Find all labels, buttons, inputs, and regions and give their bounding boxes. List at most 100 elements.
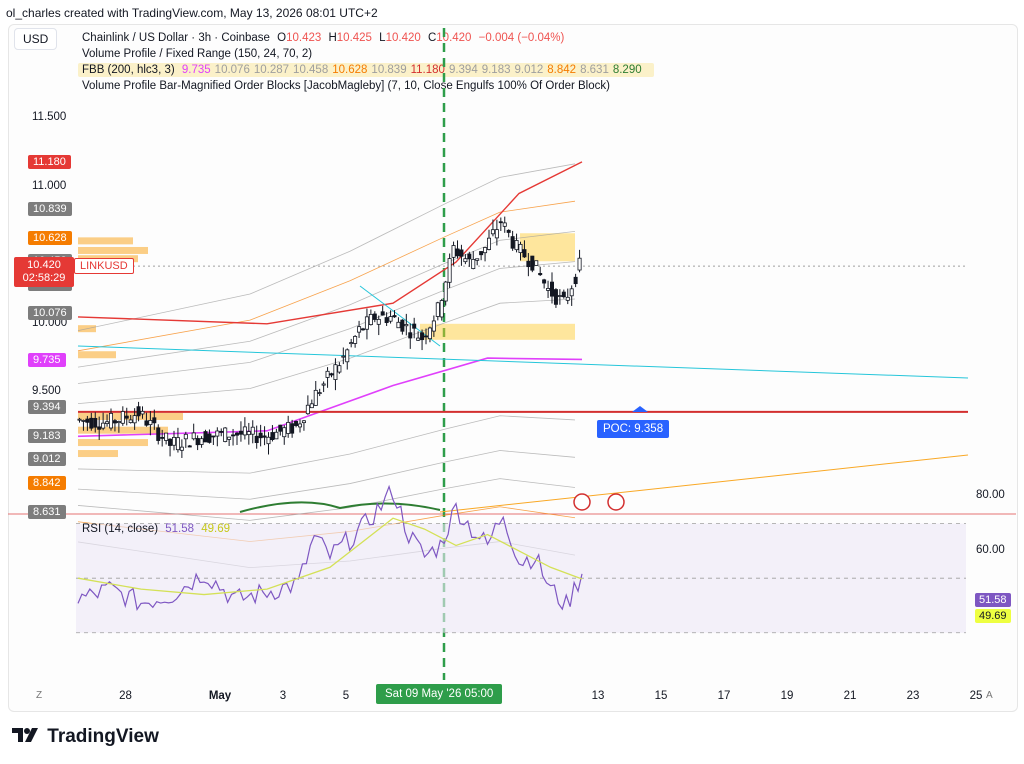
candle-body — [266, 436, 271, 445]
candle-body — [498, 221, 503, 224]
low-label: L — [379, 32, 386, 44]
fbb-level-label: 9.183 — [28, 428, 66, 443]
candle-body — [357, 326, 362, 333]
candle-body — [463, 258, 468, 263]
candle-body — [490, 229, 495, 235]
candle-body — [439, 300, 444, 318]
time-axis-label: 3 — [279, 690, 287, 702]
current-price-value: 10.420 — [27, 259, 61, 271]
order-block-zone — [520, 233, 575, 262]
candle-body — [120, 411, 125, 424]
candle-body — [337, 365, 342, 373]
poc-label: POC: 9.358 — [597, 420, 670, 438]
currency-button[interactable]: USD — [14, 28, 58, 50]
candle-body — [333, 364, 338, 380]
rsi-legend[interactable]: RSI (14, close) 51.58 49.69 — [82, 523, 234, 535]
candle-body — [325, 370, 330, 378]
candle-body — [404, 324, 409, 327]
candle-body — [238, 430, 243, 435]
tradingview-logo-text: TradingView — [47, 726, 159, 747]
candle-body — [105, 421, 110, 424]
rsi-ma-value-tag: 49.69 — [975, 609, 1011, 623]
legend-ohlc-row: Chainlink / US Dollar · 3h · Coinbase O1… — [82, 32, 568, 44]
fbb-value: 9.012 — [514, 64, 544, 76]
candle-body — [250, 426, 255, 435]
candle-body — [85, 418, 90, 423]
zoom-reset-button[interactable]: Z — [36, 690, 43, 701]
candle-body — [396, 321, 401, 329]
candle-body — [171, 436, 176, 446]
low-value: 10.420 — [385, 32, 421, 44]
volume-profile-legend[interactable]: Volume Profile / Fixed Range (150, 24, 7… — [82, 48, 313, 60]
time-axis-label: 5 — [342, 690, 350, 702]
fbb-title: FBB (200, hlc3, 3) — [82, 64, 175, 76]
candle-body — [124, 415, 129, 419]
candle-body — [447, 258, 452, 283]
candle-body — [514, 240, 519, 251]
candle-body — [518, 243, 523, 254]
auto-scale-button[interactable]: A — [986, 690, 993, 701]
candle-body — [168, 438, 173, 446]
fbb-level-label: 8.631 — [28, 504, 66, 519]
candle-body — [112, 420, 117, 424]
candle-body — [317, 392, 322, 395]
candle-body — [467, 253, 472, 260]
candle-body — [392, 315, 397, 318]
candle-body — [526, 260, 531, 268]
fbb-value: 11.180 — [410, 64, 445, 76]
time-axis-label: 21 — [843, 690, 857, 702]
crosshair-time-label: Sat 09 May '26 05:00 — [376, 684, 503, 704]
fbb-level-label: 9.012 — [28, 452, 66, 467]
open-label: O — [277, 32, 287, 44]
time-axis-label: 15 — [654, 690, 668, 702]
candle-body — [494, 229, 499, 239]
candle-body — [132, 415, 137, 424]
fbb-level-label: 11.180 — [28, 154, 71, 169]
symbol-tag: LINKUSD — [74, 258, 134, 274]
fbb-value: 10.839 — [371, 64, 407, 76]
candle-body — [573, 276, 578, 285]
current-price-countdown: 02:58:29 — [22, 272, 66, 284]
candle-body — [101, 422, 106, 429]
fbb-level-label: 10.628 — [28, 230, 72, 245]
candle-body — [380, 311, 385, 316]
candle-body — [136, 406, 141, 417]
candle-body — [569, 288, 574, 297]
candle-body — [219, 430, 224, 433]
fbb-legend[interactable]: FBB (200, hlc3, 3) 9.735 10.076 10.287 10.4… — [78, 63, 654, 77]
rsi-axis-label: 60.00 — [976, 543, 1005, 556]
fbb-level-label: 9.394 — [28, 399, 66, 414]
price-axis-label: 9.500 — [32, 385, 61, 398]
candle-body — [231, 434, 236, 437]
candle-body — [565, 296, 570, 301]
candle-body — [538, 273, 543, 276]
candle-body — [368, 313, 373, 326]
candle-body — [305, 404, 310, 415]
candle-body — [211, 435, 216, 438]
candle-body — [309, 403, 314, 409]
fbb-band-line — [77, 478, 576, 521]
candle-body — [140, 410, 145, 415]
volume-profile-bar — [78, 237, 133, 245]
candle-body — [227, 436, 232, 440]
candle-body — [152, 417, 157, 424]
fbb-band-line — [77, 261, 576, 384]
candle-body — [542, 279, 547, 284]
candle-body — [290, 423, 295, 434]
candle-body — [360, 328, 365, 331]
candle-body — [349, 342, 354, 345]
candle-body — [203, 431, 208, 443]
fbb-level-label: 9.735 — [28, 353, 66, 368]
rsi-ma-line — [77, 517, 583, 596]
order-block-zone — [420, 323, 575, 340]
rsi-line — [77, 484, 583, 612]
order-blocks-legend[interactable]: Volume Profile Bar-Magnified Order Block… — [82, 80, 610, 92]
fbb-value: 10.076 — [214, 64, 250, 76]
open-value: 10.423 — [286, 32, 322, 44]
candle-body — [294, 421, 299, 426]
current-price-tag: 10.420 02:58:29 — [14, 257, 74, 287]
rsi-title: RSI (14, close) — [82, 523, 159, 535]
fbb-value: 10.458 — [293, 64, 329, 76]
close-label: C — [427, 32, 437, 44]
